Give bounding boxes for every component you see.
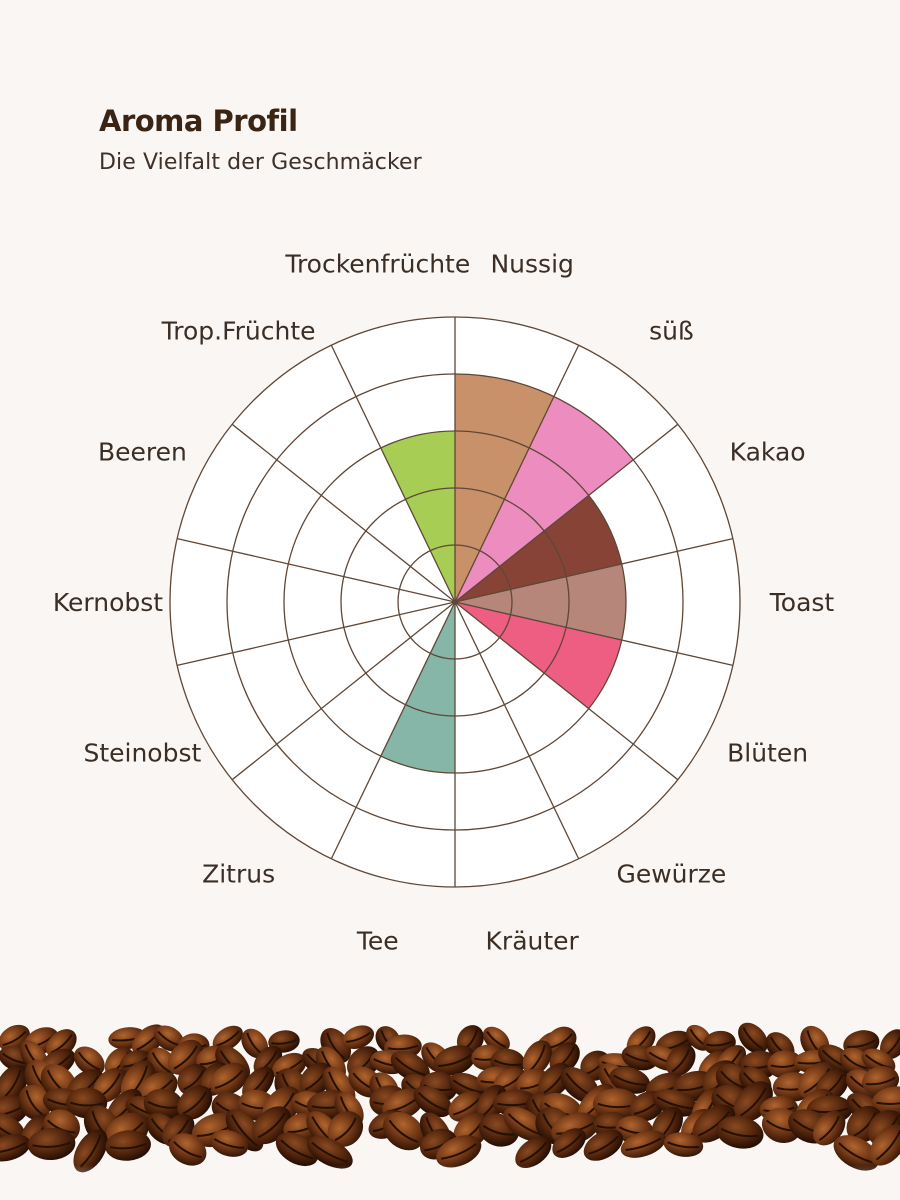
coffee-beans-image bbox=[0, 1022, 900, 1200]
header: Aroma Profil Die Vielfalt der Geschmäcke… bbox=[99, 104, 422, 175]
category-label: Nussig bbox=[490, 250, 573, 279]
grid-spoke bbox=[330, 601, 456, 860]
grid-spoke bbox=[177, 601, 456, 667]
label-group: Nussig süß Kakao Toast Blüten Gewürze Kräuter T… bbox=[53, 250, 835, 956]
category-label: Blüten bbox=[727, 739, 808, 768]
category-label: Steinobst bbox=[83, 739, 201, 768]
grid-spoke bbox=[454, 601, 679, 781]
grid-spoke bbox=[330, 344, 456, 603]
chart-title: Aroma Profil bbox=[99, 104, 298, 138]
category-label: Gewürze bbox=[616, 859, 726, 888]
category-label: Tee bbox=[356, 926, 399, 955]
grid-spoke bbox=[454, 601, 733, 667]
sector-kakao bbox=[455, 495, 622, 602]
grid-spoke bbox=[177, 537, 456, 603]
sector-süß bbox=[455, 396, 634, 602]
sector-blüten bbox=[455, 602, 622, 709]
grid-spoke bbox=[454, 423, 679, 603]
category-label: süß bbox=[649, 317, 694, 346]
category-label: Toast bbox=[769, 588, 835, 617]
grid-spoke bbox=[454, 537, 733, 603]
grid-spoke bbox=[231, 423, 456, 603]
category-label: Beeren bbox=[98, 437, 187, 466]
category-label: Kräuter bbox=[486, 926, 580, 955]
grid-spoke bbox=[454, 344, 580, 603]
chart-subtitle: Die Vielfalt der Geschmäcker bbox=[99, 150, 422, 175]
grid-spoke bbox=[231, 601, 456, 781]
aroma-polar-chart: Nussig süß Kakao Toast Blüten Gewürze Kräuter T… bbox=[53, 250, 835, 956]
category-label: Kernobst bbox=[53, 588, 163, 617]
category-label: Kakao bbox=[730, 437, 806, 466]
category-label: Trop.Früchte bbox=[161, 317, 316, 346]
sector-tee bbox=[380, 602, 455, 773]
sector-toast bbox=[455, 563, 626, 641]
grid-spoke bbox=[454, 601, 580, 860]
sector-nussig bbox=[455, 374, 554, 602]
category-label: Trockenfrüchte bbox=[284, 250, 470, 279]
grid-group bbox=[169, 316, 741, 888]
sector-trockenfrüchte bbox=[380, 431, 455, 602]
category-label: Zitrus bbox=[202, 859, 275, 888]
